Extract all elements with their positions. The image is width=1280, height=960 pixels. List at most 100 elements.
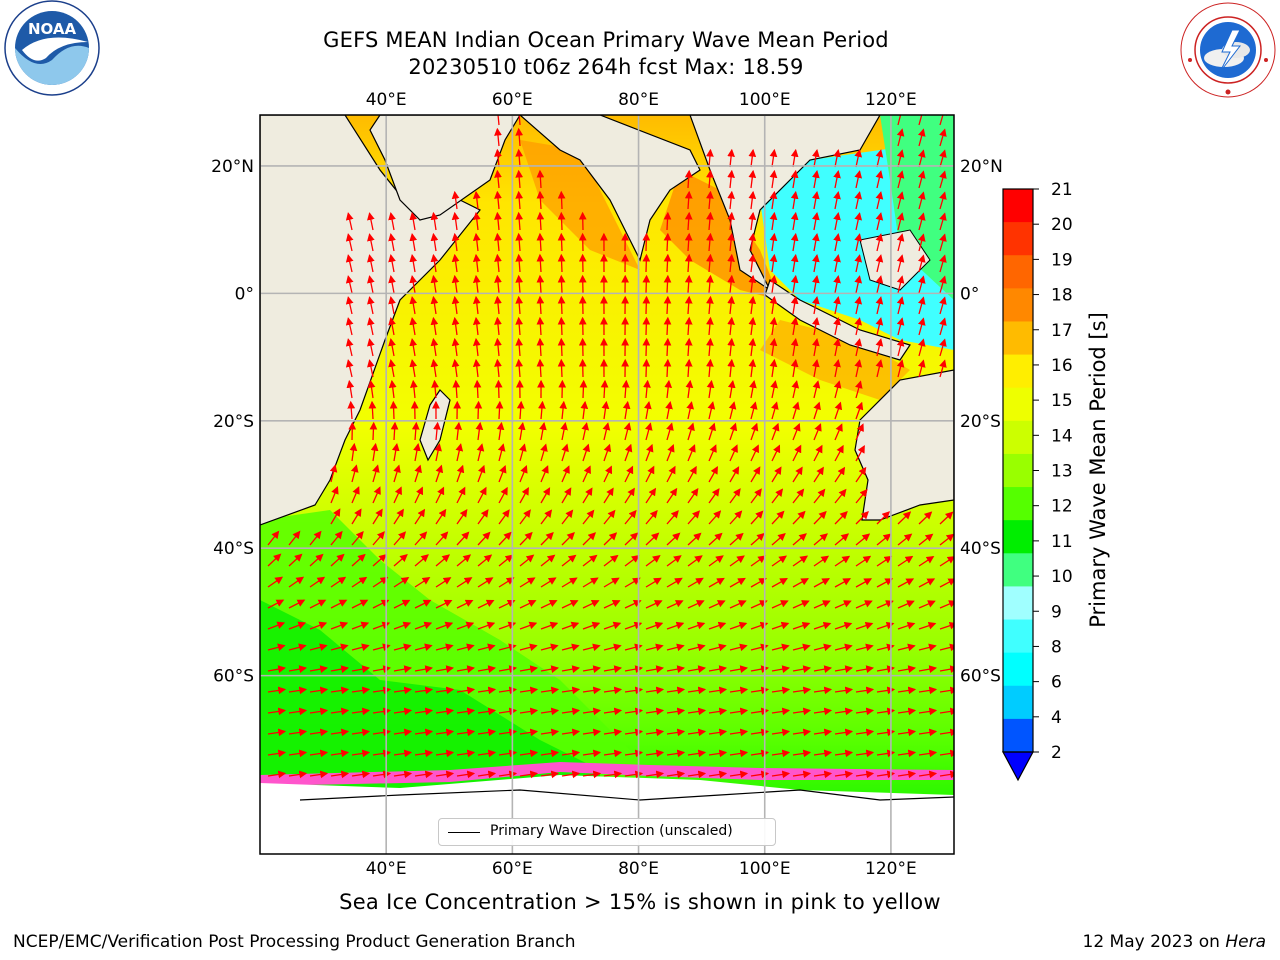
wave-arrow [666, 665, 686, 673]
wave-arrow [896, 212, 905, 231]
wave-arrow [472, 232, 481, 252]
wave-arrow [666, 487, 678, 504]
wave-arrow [451, 358, 460, 378]
wave-arrow [388, 359, 396, 378]
wave-arrow [496, 421, 505, 441]
wave-arrow [477, 554, 493, 567]
wave-arrow [790, 316, 799, 336]
wave-arrow [645, 770, 665, 779]
wave-arrow [750, 488, 762, 504]
wave-arrow [769, 232, 778, 252]
wave-arrow [582, 728, 602, 737]
wave-arrow [414, 577, 431, 588]
wave-arrow [727, 232, 735, 252]
wave-arrow [435, 707, 455, 716]
wave-arrow [367, 275, 375, 294]
wave-arrow [330, 728, 350, 737]
wave-arrow [813, 578, 831, 588]
wave-arrow [414, 770, 434, 779]
lat-tick-left: 60°S [213, 667, 254, 687]
wave-arrow [666, 621, 685, 630]
wave-arrow [813, 686, 833, 695]
wave-arrow [729, 466, 740, 483]
wave-arrow [435, 486, 445, 504]
wave-arrow [414, 531, 428, 546]
wave-arrow [790, 253, 799, 273]
wave-arrow [813, 665, 833, 673]
wave-arrow [875, 191, 884, 210]
wave-arrow [897, 555, 914, 567]
wave-arrow [769, 337, 778, 357]
wave-arrow [645, 555, 661, 567]
colorbar-swatch [1003, 189, 1033, 223]
map-frame [259, 114, 955, 855]
wave-arrow [854, 212, 863, 231]
wave-arrow [472, 358, 481, 378]
wave-arrow [750, 532, 765, 546]
wave-arrow [834, 707, 854, 716]
wave-arrow [582, 643, 601, 652]
wave-arrow [896, 359, 905, 378]
wave-arrow [431, 379, 439, 399]
wave-arrow [812, 211, 820, 231]
colorbar-tick-label: 17 [1051, 321, 1073, 341]
wave-arrow [477, 509, 489, 525]
wave-arrow [433, 421, 441, 441]
wave-arrow [455, 443, 464, 462]
wave-arrow [515, 232, 524, 252]
wave-arrow [896, 338, 905, 357]
wave-arrow [706, 295, 714, 315]
wave-arrow [727, 358, 735, 378]
wave-arrow [388, 379, 397, 399]
wave-arrow [708, 749, 728, 758]
lat-tick-left: 20°N [211, 157, 254, 177]
wave-arrow [687, 643, 706, 652]
wave-arrow [792, 466, 803, 483]
wave-arrow [833, 149, 841, 168]
wave-arrow [435, 728, 455, 737]
wave-arrow [708, 770, 728, 779]
wave-arrow [684, 358, 693, 378]
wave-arrow [896, 233, 905, 252]
nws-logo-icon [1180, 2, 1276, 98]
wave-arrow [498, 486, 508, 504]
sea-ice-edge [260, 762, 954, 786]
wave-arrow [748, 295, 757, 315]
wave-arrow [345, 212, 354, 231]
wave-arrow [918, 686, 938, 695]
wave-arrow [456, 749, 476, 758]
wave-arrow [748, 232, 757, 252]
wave-arrow [727, 211, 735, 231]
wave-arrow [876, 600, 894, 609]
wave-arrow [727, 253, 735, 273]
wave-arrow [367, 359, 375, 378]
wave-arrow [540, 487, 551, 504]
wave-arrow [792, 643, 811, 652]
wave-arrow [538, 400, 546, 420]
wave-arrow [855, 728, 875, 737]
wave-arrow [309, 576, 326, 588]
wave-arrow [288, 643, 307, 652]
wave-arrow [917, 115, 926, 126]
wave-arrow [896, 191, 905, 210]
wave-arrow [601, 400, 610, 420]
wave-arrow [475, 421, 484, 441]
wave-arrow [855, 749, 875, 758]
wave-arrow [897, 533, 913, 546]
wave-arrow [413, 443, 421, 462]
wave-arrow [540, 665, 560, 673]
wave-arrow [706, 253, 714, 273]
wave-arrow [540, 554, 556, 567]
wave-arrow [855, 707, 875, 716]
wave-arrow [288, 665, 308, 673]
wave-arrow [540, 577, 557, 588]
wave-arrow [642, 253, 651, 273]
high-period-arabian [520, 140, 640, 270]
wave-arrow [729, 510, 743, 525]
wave-arrow [813, 621, 832, 630]
wave-arrow [561, 599, 579, 609]
wave-arrow [939, 686, 954, 695]
wave-arrow [813, 555, 830, 567]
wave-arrow [430, 316, 439, 336]
lon-tick-top: 60°E [492, 90, 533, 110]
